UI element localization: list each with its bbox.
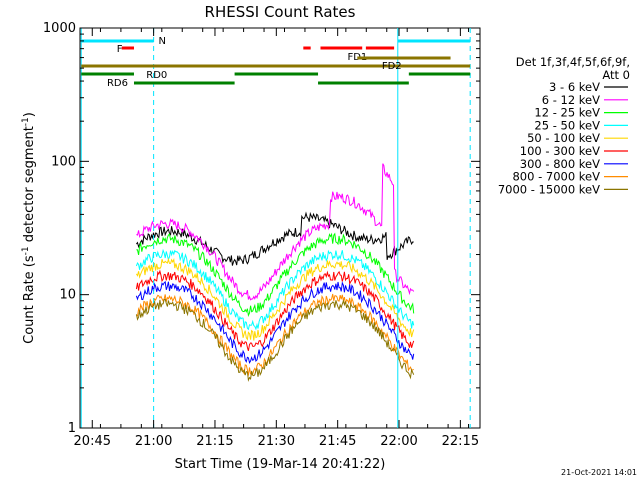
x-tick-label: 22:15 [442, 434, 479, 449]
x-tick-label: 21:45 [319, 434, 356, 449]
y-tick-label: 1 [68, 421, 76, 436]
legend-att: Att 0 [602, 68, 630, 82]
x-tick-label: 22:00 [380, 434, 417, 449]
legend-entry-label: 25 - 50 keV [534, 118, 600, 132]
y-axis-label: Count Rate (s-1 detector segment-1) [21, 112, 37, 344]
chart-title: RHESSI Count Rates [205, 3, 356, 21]
rd0-flag-label: RD0 [146, 70, 167, 81]
timestamp: 21-Oct-2021 14:01 [561, 468, 637, 477]
series-line [136, 232, 415, 317]
legend-entry-label: 50 - 100 keV [527, 131, 600, 145]
legend-entry-label: 7000 - 15000 keV [498, 182, 600, 196]
fd2-flag-label: FD2 [382, 61, 402, 72]
axes-group: 1 10 100 1000 20:45 21:00 21:15 21:30 21:45 22:00… [43, 21, 480, 449]
flare-flag-label: F [117, 44, 123, 55]
flags-group: NFFD1FD2RD0RD6 [80, 28, 471, 428]
series-line [135, 248, 415, 331]
legend-entry-label: 6 - 12 keV [542, 93, 600, 107]
y-tick-label: 10 [59, 288, 76, 303]
legend-header: Det 1f,3f,4f,5f,6f,9f, [516, 55, 630, 69]
rd6-flag-label: RD6 [107, 78, 128, 89]
legend-entry-label: 12 - 25 keV [534, 106, 600, 120]
series-line [136, 163, 415, 301]
x-tick-label: 21:15 [196, 434, 233, 449]
legend: Det 1f,3f,4f,5f,6f,9f, Att 0 3 - 6 keV6 … [498, 55, 630, 196]
x-axis-label: Start Time (19-Mar-14 20:41:22) [175, 457, 386, 472]
y-tick-label: 100 [51, 154, 76, 169]
x-tick-label: 20:45 [74, 434, 111, 449]
series-line [135, 280, 415, 365]
legend-entry-label: 300 - 800 keV [520, 157, 600, 171]
series-group [135, 163, 415, 382]
legend-entry-label: 800 - 7000 keV [512, 170, 600, 184]
legend-entry-label: 100 - 300 keV [520, 144, 600, 158]
x-tick-label: 21:00 [135, 434, 172, 449]
series-line [135, 269, 415, 351]
series-line [135, 298, 415, 382]
y-tick-label: 1000 [43, 21, 76, 36]
plot-frame [79, 27, 481, 429]
x-tick-label: 21:30 [258, 434, 295, 449]
legend-entry-label: 3 - 6 keV [549, 80, 600, 94]
series-line [135, 257, 415, 341]
night-flag-label: N [159, 36, 166, 47]
